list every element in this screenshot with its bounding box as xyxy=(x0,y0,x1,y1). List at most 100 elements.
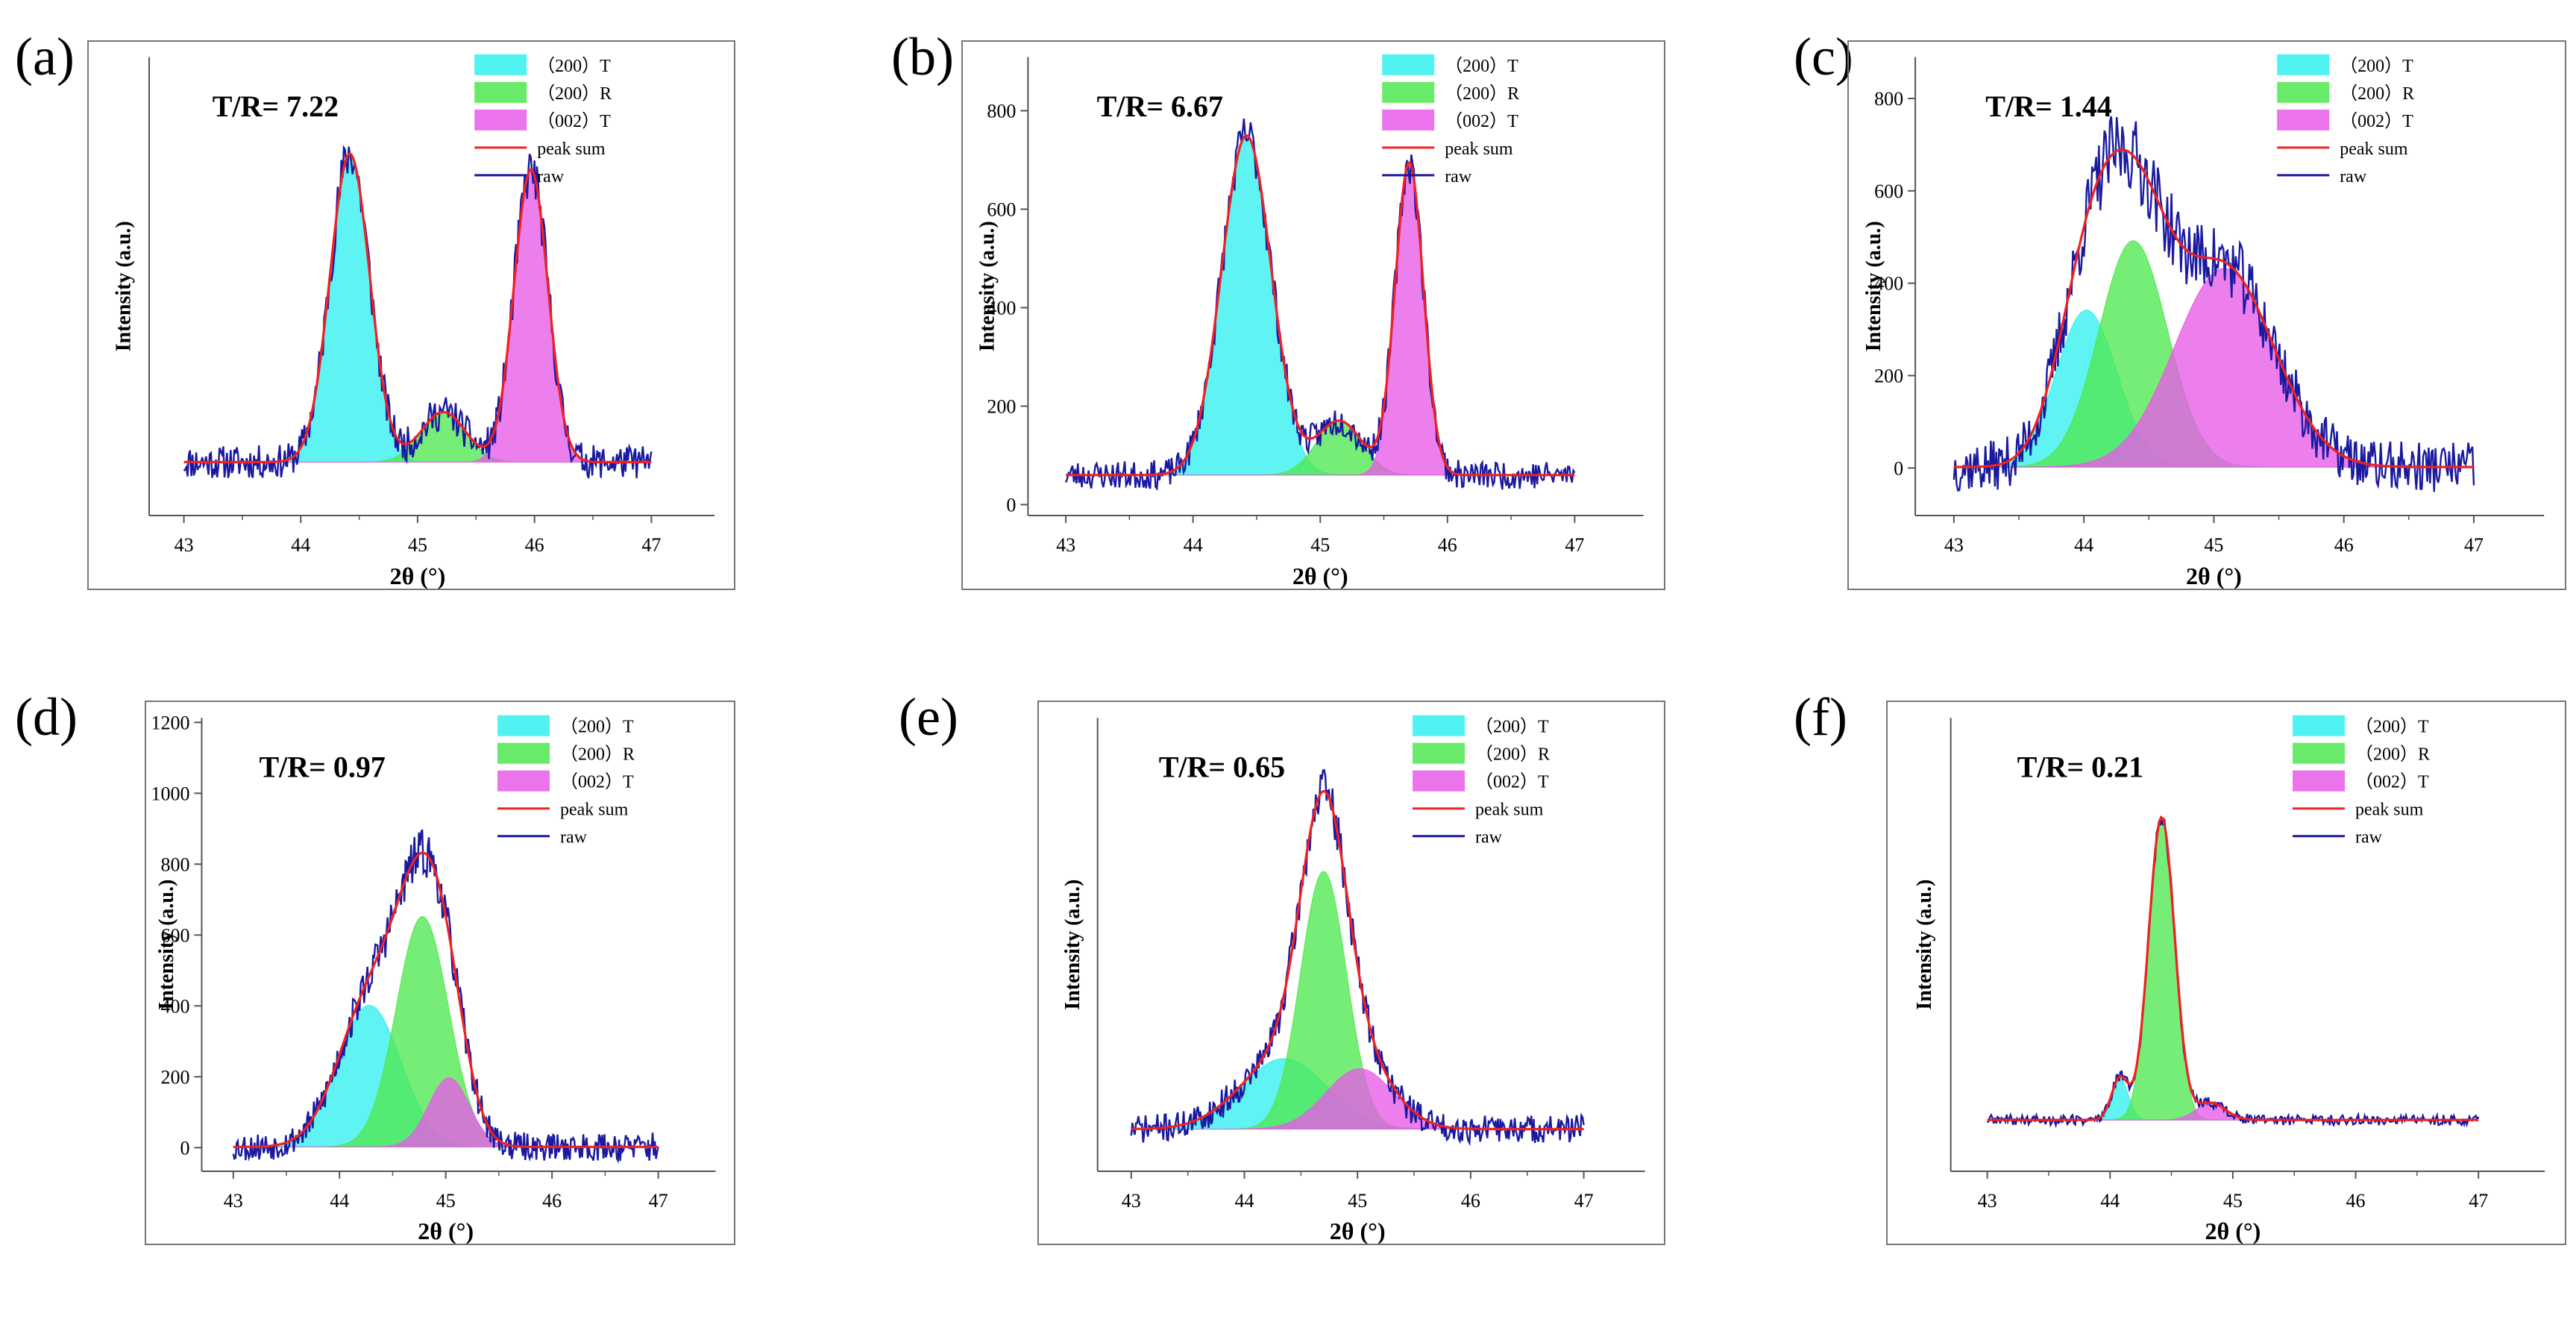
legend-label: （200）T xyxy=(1445,57,1518,76)
legend: （200）T （200）R （002）T peak sum raw xyxy=(2293,715,2430,848)
ratio-annotation: T/R= 6.67 xyxy=(1097,90,1223,123)
y-tick-label: 800 xyxy=(987,100,1016,122)
legend-swatch-t200 xyxy=(2277,54,2330,75)
legend-label: （200）T xyxy=(2355,718,2429,737)
peak-sum-line xyxy=(1987,815,2479,1121)
x-tick-label: 45 xyxy=(2223,1190,2243,1212)
y-tick-label: 800 xyxy=(160,853,189,875)
legend-label: （200）R xyxy=(560,745,635,765)
legend-label: peak sum xyxy=(1475,801,1544,820)
x-tick-label: 44 xyxy=(1184,534,1203,556)
x-tick-label: 46 xyxy=(542,1190,562,1212)
legend-label: peak sum xyxy=(2340,140,2408,159)
x-tick-label: 45 xyxy=(408,534,427,556)
raw-data-line xyxy=(183,145,653,479)
y-tick-label: 0 xyxy=(1894,457,1903,479)
legend-label: raw xyxy=(1475,828,1503,848)
legend-label: （002）T xyxy=(1445,112,1518,131)
legend-swatch-t200 xyxy=(1413,715,1465,736)
raw-data-line xyxy=(232,829,659,1164)
x-tick-label: 44 xyxy=(291,534,310,556)
x-tick-label: 47 xyxy=(1574,1190,1594,1212)
legend-swatch-t002 xyxy=(1382,109,1435,131)
x-tick-label: 47 xyxy=(641,534,661,556)
legend-label: raw xyxy=(1445,167,1472,187)
peak-area-t200 xyxy=(1066,135,1575,476)
y-tick-label: 200 xyxy=(160,1066,189,1088)
raw-data-line xyxy=(1953,116,2475,492)
x-tick-label: 43 xyxy=(1122,1190,1141,1212)
legend-label: （002）T xyxy=(2355,773,2429,792)
x-axis-title: 2θ (°) xyxy=(2205,1218,2261,1244)
x-tick-label: 46 xyxy=(1461,1190,1480,1212)
y-tick-label: 800 xyxy=(1874,88,1903,110)
legend-label: （002）T xyxy=(1475,773,1549,792)
panel-frame xyxy=(961,40,1665,590)
legend-swatch-t002 xyxy=(1413,770,1465,792)
ratio-annotation: T/R= 1.44 xyxy=(1985,90,2111,123)
x-tick-label: 47 xyxy=(2469,1190,2488,1212)
panel-frame xyxy=(1886,701,2566,1245)
legend: （200）T （200）R （002）T peak sum raw xyxy=(497,715,635,848)
y-axis-title: Intensity (a.u.) xyxy=(113,221,136,351)
y-tick-label: 1200 xyxy=(151,712,189,733)
legend-label: （200）R xyxy=(1475,745,1550,765)
peak-sum-line xyxy=(1953,148,2474,469)
panel-frame xyxy=(1847,40,2566,590)
y-tick-label: 600 xyxy=(1874,181,1903,202)
y-axis-title: Intensity (a.u.) xyxy=(1862,221,1885,351)
legend-swatch-r200 xyxy=(474,81,527,103)
legend-swatch-r200 xyxy=(2277,81,2330,103)
legend-label: （002）T xyxy=(2340,112,2413,131)
legend-label: （200）R xyxy=(1445,84,1519,104)
x-tick-label: 45 xyxy=(1348,1190,1367,1212)
x-tick-label: 43 xyxy=(1944,534,1964,556)
legend-label: （200）R xyxy=(2340,84,2414,104)
x-axis-title: 2θ (°) xyxy=(1330,1218,1386,1244)
chart-panel-d: (d) 43 44 45 46 47 0 200 400 600 800 1000 1200 2θ (°)… xyxy=(15,687,735,1245)
raw-data-line xyxy=(1064,118,1576,492)
legend-swatch-t200 xyxy=(1382,54,1435,75)
peak-sum-line xyxy=(1066,134,1575,477)
legend-label: （200）T xyxy=(1475,718,1549,737)
peak-sum-line xyxy=(1131,790,1584,1131)
y-tick-label: 400 xyxy=(1874,273,1903,295)
legend-label: peak sum xyxy=(560,801,629,820)
peak-area-t002 xyxy=(183,169,652,463)
x-tick-label: 46 xyxy=(2334,534,2354,556)
x-tick-label: 44 xyxy=(2100,1190,2120,1212)
legend-swatch-t200 xyxy=(474,54,527,75)
panel-frame xyxy=(145,701,735,1245)
ratio-annotation: T/R= 0.21 xyxy=(2017,751,2143,784)
y-axis-title: Intensity (a.u.) xyxy=(1061,880,1084,1010)
legend-label: peak sum xyxy=(1445,140,1513,159)
x-tick-label: 44 xyxy=(2074,534,2093,556)
y-tick-label: 200 xyxy=(1874,365,1903,386)
legend-label: （200）T xyxy=(537,57,611,76)
legend-swatch-t002 xyxy=(474,109,527,131)
y-tick-label: 1000 xyxy=(151,783,189,804)
ratio-annotation: T/R= 0.97 xyxy=(259,751,385,784)
legend-swatch-r200 xyxy=(1413,742,1465,764)
legend-label: peak sum xyxy=(2355,801,2424,820)
y-tick-label: 600 xyxy=(987,198,1016,220)
legend-label: raw xyxy=(537,167,565,187)
x-tick-label: 45 xyxy=(1310,534,1330,556)
y-axis-title: Intensity (a.u.) xyxy=(155,880,178,1010)
panel-frame xyxy=(1037,701,1665,1245)
legend-label: （002）T xyxy=(537,112,611,131)
legend-label: raw xyxy=(2340,167,2367,187)
panel-label: (f) xyxy=(1794,687,1847,747)
legend-swatch-r200 xyxy=(2293,742,2345,764)
chart-panel-c: (c) 43 44 45 46 47 0 200 400 600 800 2θ (°) Intensit… xyxy=(1794,27,2566,590)
legend-swatch-t200 xyxy=(497,715,550,736)
legend-swatch-t200 xyxy=(2293,715,2345,736)
x-tick-label: 44 xyxy=(330,1190,349,1212)
panel-label: (e) xyxy=(899,687,958,747)
x-tick-label: 47 xyxy=(649,1190,668,1212)
y-tick-label: 0 xyxy=(180,1137,189,1159)
x-tick-label: 45 xyxy=(436,1190,456,1212)
legend-swatch-t002 xyxy=(497,770,550,792)
y-tick-label: 600 xyxy=(160,924,189,946)
legend: （200）T （200）R （002）T peak sum raw xyxy=(1413,715,1550,848)
